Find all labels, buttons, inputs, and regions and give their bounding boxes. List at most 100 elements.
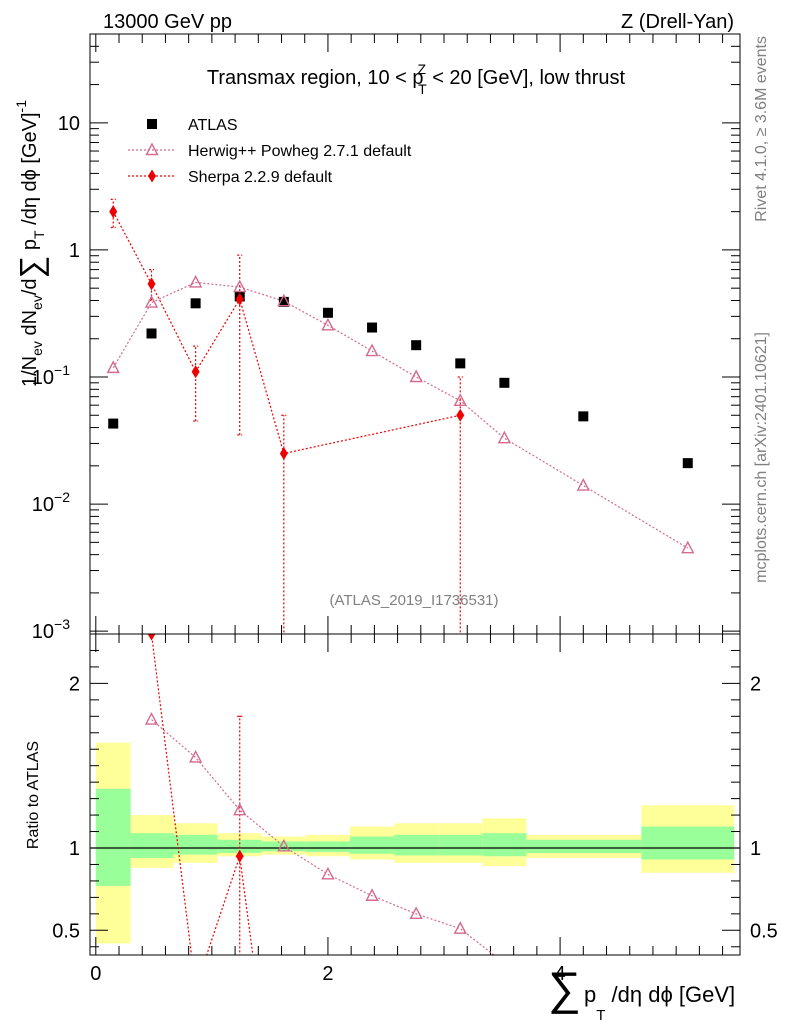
herwig-point — [365, 343, 379, 357]
y-tick-label: 10−2 — [32, 489, 70, 516]
herwig-point — [188, 274, 203, 288]
rivet-version-label: Rivet 4.1.0, ≥ 3.6M events — [753, 36, 770, 222]
uncertainty-band-green — [394, 834, 439, 856]
y-tick-label-exp: −2 — [54, 489, 70, 505]
sherpa-point — [109, 205, 118, 219]
y-tick-label-base: 10 — [32, 621, 54, 643]
legend: ATLAS Herwig++ Powheg 2.7.1 default Sherpa… — [128, 117, 412, 186]
uncertainty-band-green — [261, 841, 306, 852]
legend-label: ATLAS — [188, 117, 238, 134]
uncertainty-band-green — [217, 839, 262, 853]
uncertainty-band-green — [482, 833, 527, 857]
uncertainty-band-green — [526, 839, 642, 853]
atlas-point — [108, 418, 119, 429]
uncertainty-band-green — [350, 836, 395, 854]
uncertainty-band-green — [130, 833, 174, 858]
plot-title: Transmax region, 10 < pZ T < 20 [GeV], lo… — [207, 61, 626, 97]
atlas-point — [278, 296, 289, 307]
uncertainty-band-green — [95, 788, 131, 886]
atlas-point — [190, 298, 201, 309]
y-tick-label-exp: −1 — [54, 362, 70, 378]
ratio-plot-frame — [89, 633, 741, 956]
uncertainty-band-green — [438, 834, 483, 856]
legend-marker — [147, 119, 157, 129]
y-tick-label-base: 10 — [58, 113, 80, 135]
uncertainty-band-green — [305, 841, 350, 853]
ratio-herwig-point — [365, 888, 379, 901]
ratio-y-axis-label: Ratio to ATLAS — [25, 741, 42, 849]
sherpa-point — [456, 408, 465, 422]
herwig-point — [277, 293, 291, 307]
ratio-herwig-point — [277, 838, 291, 852]
herwig-point — [106, 360, 120, 374]
herwig-point — [409, 369, 423, 383]
y-tick-label: 10 — [58, 113, 80, 135]
sherpa-point — [147, 277, 156, 291]
atlas-point — [367, 322, 378, 333]
ratio-herwig-point — [321, 866, 335, 880]
main-y-axis-label: 1/Nev dNev/d∑ pT /dη dϕ [GeV]-1 — [13, 100, 49, 387]
x-axis-label-sum: ∑ — [548, 962, 581, 1014]
herwig-point — [144, 295, 159, 308]
y-tick-label-base: 10 — [32, 494, 54, 516]
atlas-point — [411, 340, 422, 351]
atlas-point — [322, 307, 333, 318]
main-plot-panel: Transmax region, 10 < pZ T < 20 [GeV], lo… — [13, 33, 741, 643]
ratio-herwig-line — [151, 719, 495, 955]
ratio-sherpa-line — [150, 634, 254, 955]
herwig-point — [453, 393, 467, 406]
svg-text:1/Nev dNev/d∑ pT /dη dϕ [GeV]: 1/Nev dNev/d∑ pT /dη dϕ [GeV]-1 — [13, 100, 49, 387]
legend-marker — [148, 169, 156, 183]
ratio-herwig-point — [499, 957, 510, 968]
x-tick-label: 4 — [555, 963, 566, 985]
atlas-point — [578, 411, 589, 422]
ratio-plot-panel: 2 2 1 1 0.5 0.5 0 2 4 Ratio to ATLAS ∑ pT /dη dϕ… — [25, 633, 778, 1024]
ratio-herwig-point — [188, 749, 203, 763]
herwig-point — [681, 540, 695, 554]
ratio-y-tick-label-left: 2 — [69, 673, 80, 695]
herwig-line — [112, 281, 689, 549]
y-tick-label: 10−1 — [32, 362, 70, 389]
uncertainty-band-green — [641, 826, 735, 860]
y-tick-label: 1 — [69, 240, 80, 262]
header-right: Z (Drell-Yan) — [621, 11, 734, 33]
herwig-point — [233, 279, 247, 293]
atlas-point — [682, 458, 693, 469]
herwig-point — [576, 478, 590, 491]
sherpa-point — [279, 447, 288, 461]
atlas-point — [455, 358, 466, 369]
analysis-watermark: (ATLAS_2019_I1736531) — [329, 592, 498, 609]
atlas-point — [499, 377, 510, 388]
header-left: 13000 GeV pp — [103, 11, 232, 33]
ratio-y-tick-label-left: 0.5 — [52, 920, 80, 942]
y-tick-label-exp: −3 — [54, 616, 70, 632]
ratio-herwig-point — [453, 921, 467, 934]
mcplots-label: mcplots.cern.ch [arXiv:2401.10621] — [753, 332, 770, 583]
legend-marker — [145, 142, 159, 156]
uncertainty-band-green — [173, 834, 218, 855]
ratio-y-tick-label-right: 1 — [750, 838, 761, 860]
sherpa-line — [112, 211, 461, 455]
sherpa-point — [235, 292, 244, 306]
ratio-y-tick-label-right: 0.5 — [750, 920, 778, 942]
legend-label: Herwig++ Powheg 2.7.1 default — [188, 143, 412, 160]
x-axis-label: pT /dη dϕ [GeV] — [584, 982, 735, 1024]
y-tick-label: 10−3 — [32, 616, 70, 643]
sherpa-point — [191, 365, 200, 379]
ratio-herwig-point — [233, 802, 247, 816]
ratio-sherpa-point — [235, 849, 244, 863]
ratio-y-tick-label-right: 2 — [750, 673, 761, 695]
herwig-point — [321, 317, 335, 331]
ratio-herwig-point — [409, 906, 423, 920]
ratio-herwig-point — [144, 712, 159, 725]
atlas-point — [146, 328, 157, 339]
herwig-point — [497, 430, 512, 444]
x-tick-label: 0 — [90, 963, 101, 985]
y-tick-label-base: 10 — [32, 367, 54, 389]
x-tick-label: 2 — [322, 963, 333, 985]
legend-label: Sherpa 2.2.9 default — [188, 169, 333, 186]
ratio-y-tick-label-left: 1 — [69, 838, 80, 860]
y-tick-label-base: 1 — [69, 240, 80, 262]
ratio-sherpa-point — [147, 634, 156, 641]
